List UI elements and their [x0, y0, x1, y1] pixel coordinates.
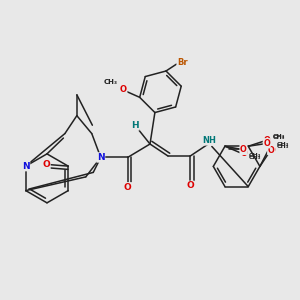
Text: O: O	[264, 136, 271, 145]
Text: NH: NH	[202, 136, 216, 145]
Text: O: O	[120, 85, 127, 94]
Text: O: O	[268, 146, 274, 154]
Text: CH₃: CH₃	[276, 142, 289, 146]
Text: O: O	[186, 181, 194, 190]
Text: O: O	[268, 146, 275, 154]
Text: CH₃: CH₃	[272, 134, 285, 139]
Text: O: O	[241, 149, 248, 158]
Text: O: O	[263, 139, 270, 148]
Text: CH₃: CH₃	[277, 144, 289, 149]
Text: CH₃: CH₃	[249, 153, 262, 158]
Text: H: H	[131, 121, 139, 130]
Text: CH₃: CH₃	[272, 135, 285, 140]
Text: CH₃: CH₃	[249, 155, 262, 160]
Text: N: N	[22, 162, 30, 171]
Text: O: O	[42, 160, 50, 169]
Text: O: O	[124, 183, 131, 192]
Text: CH₃: CH₃	[104, 79, 118, 85]
Text: Br: Br	[177, 58, 188, 67]
Text: O: O	[240, 145, 247, 154]
Text: N: N	[97, 153, 104, 162]
